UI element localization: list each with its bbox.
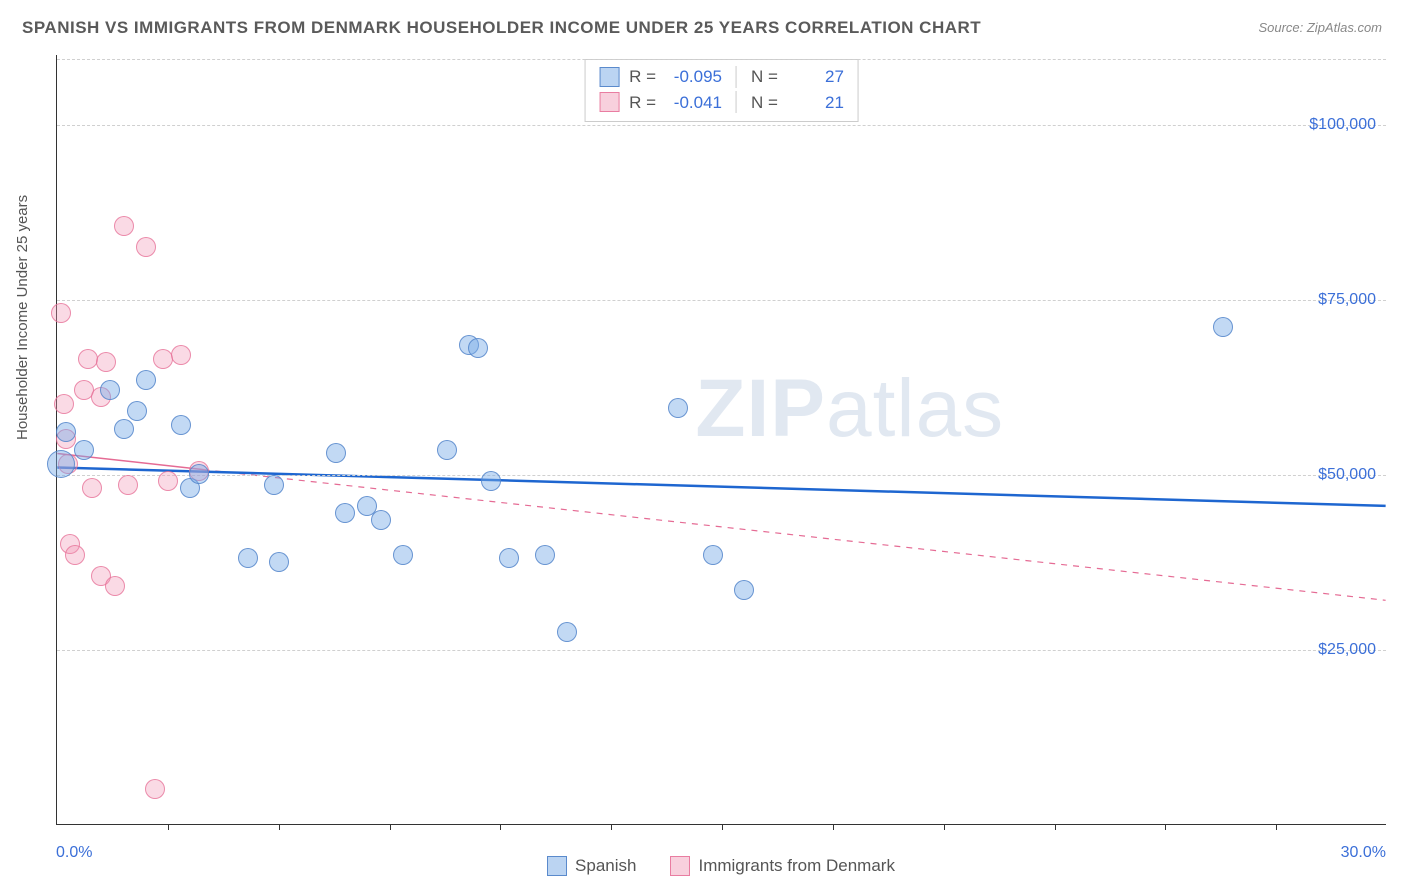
- data-point: [114, 419, 134, 439]
- correlation-stats-box: R = -0.095 N = 27 R = -0.041 N = 21: [584, 59, 859, 122]
- gridline: [57, 59, 1386, 60]
- x-tick: [611, 824, 612, 830]
- data-point: [171, 345, 191, 365]
- data-point: [326, 443, 346, 463]
- data-point: [668, 398, 688, 418]
- data-point: [118, 475, 138, 495]
- y-tick-label: $100,000: [1309, 116, 1376, 134]
- data-point: [74, 440, 94, 460]
- swatch-blue-icon: [599, 67, 619, 87]
- swatch-pink-icon: [599, 92, 619, 112]
- r-label: R =: [629, 90, 656, 116]
- x-tick: [833, 824, 834, 830]
- data-point: [264, 475, 284, 495]
- legend: Spanish Immigrants from Denmark: [56, 856, 1386, 876]
- gridline: [57, 475, 1386, 476]
- legend-label-2: Immigrants from Denmark: [698, 856, 894, 876]
- data-point: [371, 510, 391, 530]
- x-tick: [1276, 824, 1277, 830]
- r-value-1: -0.095: [666, 64, 722, 90]
- data-point: [136, 370, 156, 390]
- n-label: N =: [751, 90, 778, 116]
- data-point: [535, 545, 555, 565]
- data-point: [734, 580, 754, 600]
- data-point: [557, 622, 577, 642]
- y-tick-label: $50,000: [1318, 466, 1376, 484]
- chart-plot-area: ZIPatlas R = -0.095 N = 27 R = -0.041 N …: [56, 55, 1386, 825]
- data-point: [136, 237, 156, 257]
- data-point: [703, 545, 723, 565]
- r-label: R =: [629, 64, 656, 90]
- stat-divider: [736, 66, 737, 88]
- data-point: [56, 422, 76, 442]
- x-tick: [500, 824, 501, 830]
- data-point: [1213, 317, 1233, 337]
- data-point: [153, 349, 173, 369]
- data-point: [171, 415, 191, 435]
- data-point: [96, 352, 116, 372]
- data-point: [393, 545, 413, 565]
- data-point: [158, 471, 178, 491]
- y-tick-label: $25,000: [1318, 641, 1376, 659]
- watermark-bold: ZIP: [695, 363, 826, 454]
- stats-row-series1: R = -0.095 N = 27: [599, 64, 844, 90]
- data-point: [54, 394, 74, 414]
- x-tick: [722, 824, 723, 830]
- data-point: [189, 464, 209, 484]
- data-point: [481, 471, 501, 491]
- y-tick-label: $75,000: [1318, 291, 1376, 309]
- n-value-2: 21: [788, 90, 844, 116]
- y-axis-label: Householder Income Under 25 years: [14, 195, 31, 440]
- source-attribution: Source: ZipAtlas.com: [1258, 20, 1382, 35]
- x-tick: [390, 824, 391, 830]
- n-label: N =: [751, 64, 778, 90]
- trend-lines-layer: [57, 55, 1386, 824]
- legend-item-series2: Immigrants from Denmark: [670, 856, 894, 876]
- data-point: [51, 303, 71, 323]
- data-point: [78, 349, 98, 369]
- chart-title: SPANISH VS IMMIGRANTS FROM DENMARK HOUSE…: [22, 18, 981, 38]
- x-tick: [168, 824, 169, 830]
- data-point: [499, 548, 519, 568]
- data-point: [65, 545, 85, 565]
- r-value-2: -0.041: [666, 90, 722, 116]
- data-point: [145, 779, 165, 799]
- data-point: [105, 576, 125, 596]
- gridline: [57, 125, 1386, 126]
- n-value-1: 27: [788, 64, 844, 90]
- data-point: [468, 338, 488, 358]
- gridline: [57, 300, 1386, 301]
- swatch-pink-icon: [670, 856, 690, 876]
- data-point: [437, 440, 457, 460]
- x-tick: [944, 824, 945, 830]
- data-point: [238, 548, 258, 568]
- watermark: ZIPatlas: [695, 362, 1004, 456]
- stats-row-series2: R = -0.041 N = 21: [599, 90, 844, 116]
- x-tick: [1055, 824, 1056, 830]
- stat-divider: [736, 91, 737, 113]
- gridline: [57, 650, 1386, 651]
- watermark-rest: atlas: [826, 363, 1004, 454]
- x-tick: [279, 824, 280, 830]
- swatch-blue-icon: [547, 856, 567, 876]
- legend-item-series1: Spanish: [547, 856, 636, 876]
- legend-label-1: Spanish: [575, 856, 636, 876]
- data-point: [114, 216, 134, 236]
- data-point: [269, 552, 289, 572]
- data-point: [127, 401, 147, 421]
- data-point: [335, 503, 355, 523]
- data-point: [47, 450, 75, 478]
- data-point: [100, 380, 120, 400]
- data-point: [82, 478, 102, 498]
- x-tick: [1165, 824, 1166, 830]
